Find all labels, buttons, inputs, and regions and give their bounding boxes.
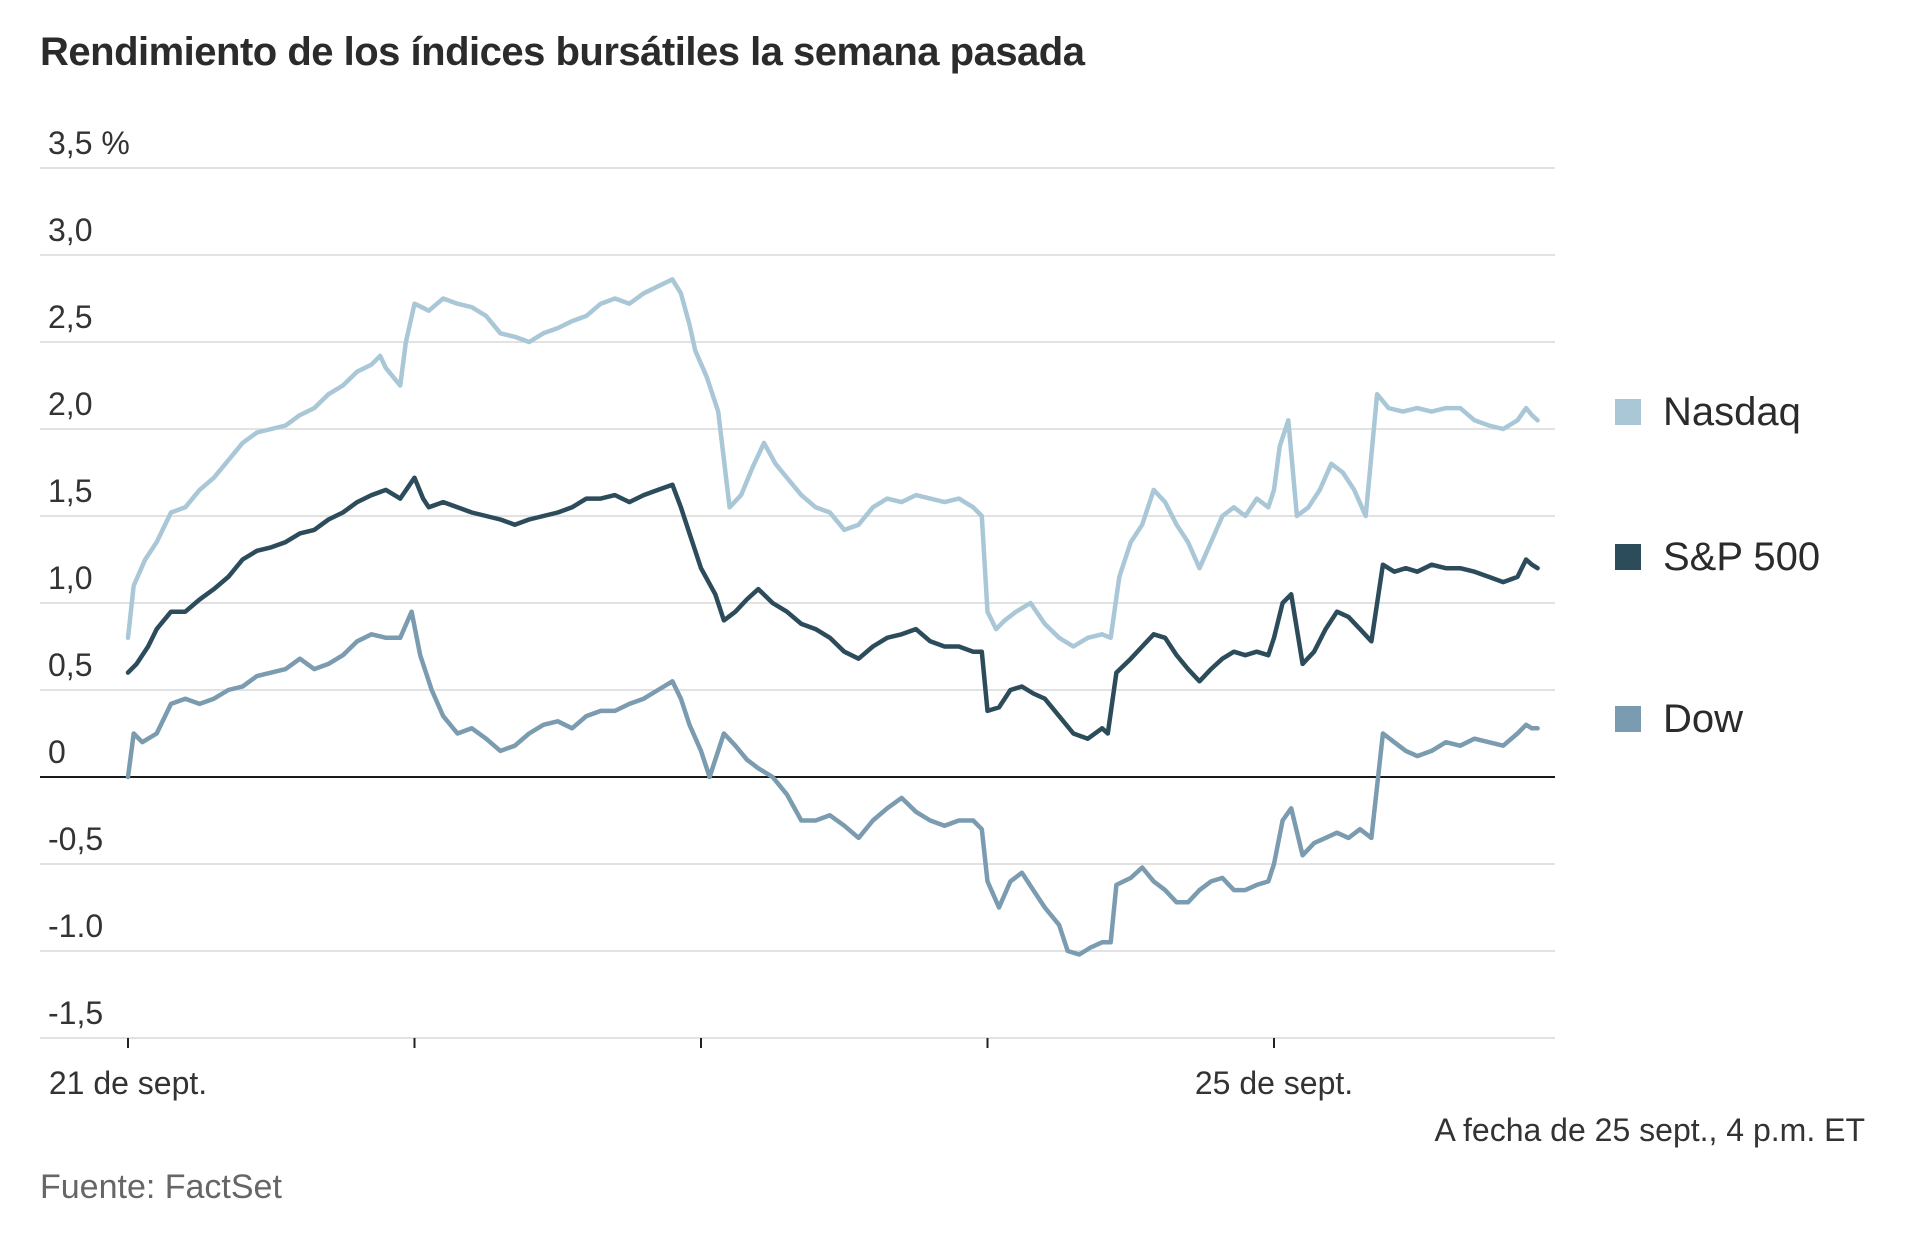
y-tick-label: 2,0	[48, 386, 92, 422]
series-line-nasdaq	[125, 277, 1540, 649]
y-tick-label: 0,5	[48, 647, 92, 683]
y-tick-label: 0	[48, 734, 66, 770]
gridlines	[40, 167, 1555, 1039]
legend-label-dow: Dow	[1663, 697, 1743, 741]
y-tick-label: 1,5	[48, 473, 92, 509]
legend-swatch-nasdaq	[1615, 399, 1641, 425]
y-tick-label: -1.0	[48, 908, 103, 944]
legend-swatch-s-p-500	[1615, 544, 1641, 570]
y-tick-label: 3,5 %	[48, 125, 130, 161]
y-tick-label: -1,5	[48, 995, 103, 1031]
legend: Nasdaq S&P 500 Dow	[1615, 390, 1820, 741]
series-line-s-p-500	[125, 475, 1540, 741]
legend-swatch-dow	[1615, 706, 1641, 732]
source-note: Fuente: FactSet	[40, 1168, 282, 1206]
y-tick-label: -0,5	[48, 821, 103, 857]
series-lines	[125, 277, 1540, 957]
series-line-dow	[125, 609, 1540, 957]
legend-label-s-p-500: S&P 500	[1663, 535, 1820, 579]
y-tick-label: 3,0	[48, 212, 92, 248]
timestamp-note: A fecha de 25 sept., 4 p.m. ET	[1434, 1112, 1865, 1148]
y-tick-label: 1,0	[48, 560, 92, 596]
chart-title: Rendimiento de los índices bursátiles la…	[40, 30, 1085, 74]
x-tick-label: 25 de sept.	[1195, 1065, 1353, 1101]
y-axis-labels: -1,5 -1.0 -0,5 0 0,5 1,0 1,5 2,0 2,5 3,0 3,5 %	[48, 125, 130, 1031]
x-tick-label: 21 de sept.	[49, 1065, 207, 1101]
legend-label-nasdaq: Nasdaq	[1663, 390, 1801, 434]
y-tick-label: 2,5	[48, 299, 92, 335]
x-axis: 21 de sept. 25 de sept.	[49, 1038, 1353, 1101]
